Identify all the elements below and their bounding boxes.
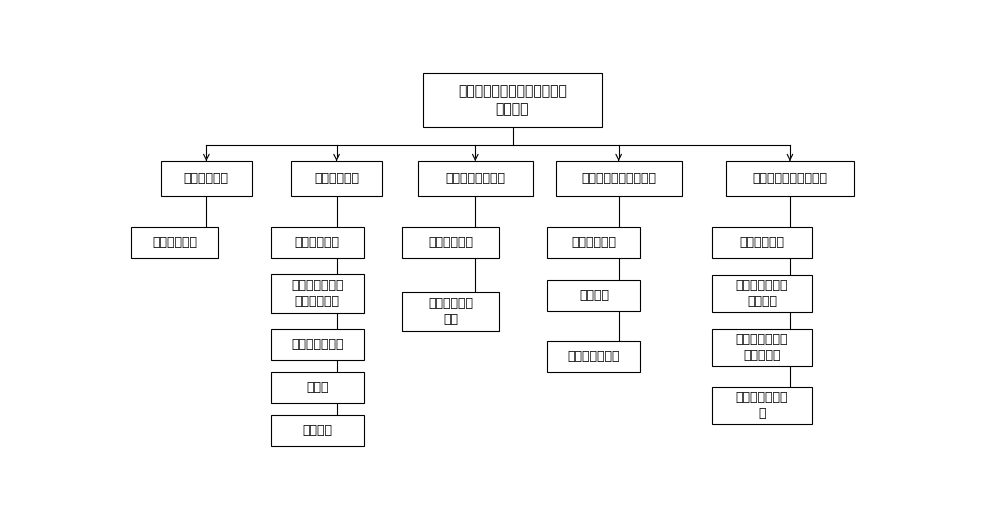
Text: 保护动作逻辑
判断: 保护动作逻辑 判断: [428, 297, 473, 326]
Text: 内冷水及外冷水
水流回路管道: 内冷水及外冷水 水流回路管道: [291, 279, 343, 308]
Text: 软件支撑模块: 软件支撑模块: [184, 172, 229, 185]
Bar: [712, 227, 812, 259]
Bar: [271, 329, 364, 360]
Text: 设备故障处理决策模块: 设备故障处理决策模块: [752, 172, 827, 185]
Bar: [402, 227, 499, 259]
Bar: [161, 161, 252, 196]
Text: 高压直流输电换流阀冷却系统
仿真平台: 高压直流输电换流阀冷却系统 仿真平台: [458, 84, 567, 116]
Text: 模拟控制操作: 模拟控制操作: [428, 236, 473, 249]
Text: 机械旋转设备: 机械旋转设备: [295, 236, 340, 249]
Bar: [547, 227, 640, 259]
Bar: [131, 227, 218, 259]
Text: 指明事故处理方
法: 指明事故处理方 法: [736, 391, 788, 420]
Text: 基础功能模块: 基础功能模块: [314, 172, 359, 185]
Bar: [726, 161, 854, 196]
Text: 设备评价项目: 设备评价项目: [571, 236, 616, 249]
Bar: [556, 161, 682, 196]
Bar: [712, 329, 812, 366]
Bar: [418, 161, 533, 196]
Bar: [291, 161, 382, 196]
Bar: [712, 387, 812, 424]
Text: 模拟设备故障: 模拟设备故障: [740, 236, 785, 249]
Bar: [712, 275, 812, 312]
Text: 管道阀门: 管道阀门: [302, 424, 332, 437]
Bar: [271, 274, 364, 313]
Text: 过滤器: 过滤器: [306, 381, 328, 394]
Text: 评分标准及方法: 评分标准及方法: [568, 350, 620, 363]
Bar: [547, 280, 640, 311]
Bar: [423, 73, 602, 128]
Text: 设备风险评估分析模块: 设备风险评估分析模块: [581, 172, 656, 185]
Text: 人机界面开发: 人机界面开发: [152, 236, 197, 249]
Text: 明确设备事故发
展的进程: 明确设备事故发 展的进程: [736, 279, 788, 308]
Text: 设备等级: 设备等级: [579, 289, 609, 302]
Text: 测量传感器元件: 测量传感器元件: [291, 338, 343, 351]
Bar: [402, 292, 499, 331]
Text: 控制保护程序模块: 控制保护程序模块: [445, 172, 505, 185]
Bar: [271, 415, 364, 446]
Text: 确定故障处理的
范围和体系: 确定故障处理的 范围和体系: [736, 333, 788, 362]
Bar: [271, 372, 364, 403]
Bar: [547, 341, 640, 372]
Bar: [271, 227, 364, 259]
